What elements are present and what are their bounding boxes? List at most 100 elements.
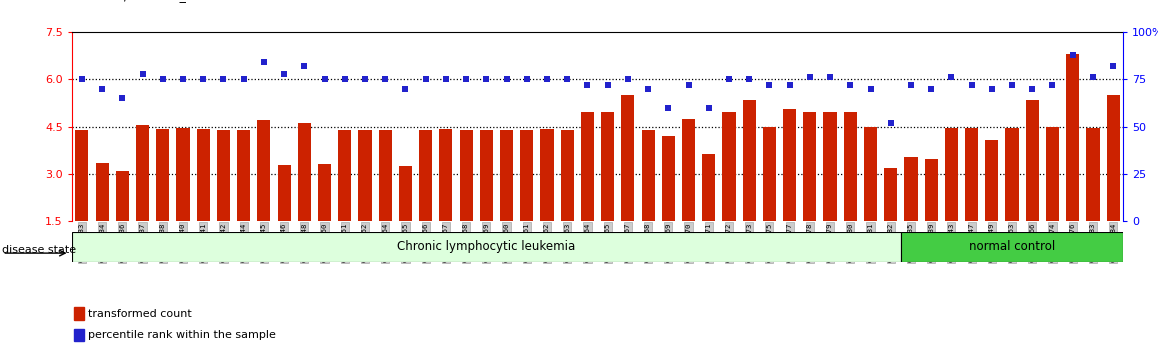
Text: normal control: normal control <box>969 240 1055 253</box>
Text: Chronic lymphocytic leukemia: Chronic lymphocytic leukemia <box>397 240 576 253</box>
Point <box>659 105 677 110</box>
Bar <box>1026 100 1039 221</box>
Bar <box>1046 127 1060 221</box>
Bar <box>1086 128 1099 221</box>
Point <box>841 82 859 88</box>
Point <box>477 76 496 82</box>
Point <box>740 76 758 82</box>
Text: disease state: disease state <box>2 245 76 255</box>
Bar <box>844 112 857 221</box>
Bar <box>338 130 351 221</box>
Point <box>680 82 698 88</box>
Text: transformed count: transformed count <box>88 309 192 319</box>
Point <box>982 86 1001 92</box>
Bar <box>135 125 149 221</box>
Point <box>699 105 718 110</box>
Bar <box>924 159 938 221</box>
Point <box>255 59 273 65</box>
Bar <box>318 164 331 221</box>
Bar <box>661 136 675 221</box>
Point <box>760 82 778 88</box>
Bar <box>642 130 654 221</box>
Bar <box>439 129 453 221</box>
Point <box>862 86 880 92</box>
Bar <box>601 112 614 221</box>
Bar <box>359 130 372 221</box>
Point <box>780 82 799 88</box>
Bar <box>864 127 877 221</box>
Point <box>902 82 921 88</box>
Bar <box>298 123 310 221</box>
Bar <box>500 130 513 221</box>
Point <box>174 76 192 82</box>
Point <box>437 76 455 82</box>
Point <box>497 76 515 82</box>
Bar <box>823 112 836 221</box>
Point <box>800 74 819 80</box>
Point <box>154 76 173 82</box>
Point <box>518 76 536 82</box>
Point <box>417 76 435 82</box>
Bar <box>74 329 83 341</box>
Bar <box>176 128 190 221</box>
Point <box>315 76 334 82</box>
Bar <box>1107 95 1120 221</box>
Point <box>1084 74 1102 80</box>
Point <box>396 86 415 92</box>
Point <box>376 76 395 82</box>
Bar <box>1067 54 1079 221</box>
Point <box>456 76 476 82</box>
Bar <box>419 130 432 221</box>
Bar <box>278 165 291 221</box>
Point <box>133 71 152 76</box>
Bar <box>560 130 573 221</box>
Point <box>1104 63 1122 69</box>
Bar <box>885 168 897 221</box>
Point <box>274 71 293 76</box>
Bar <box>901 232 1123 262</box>
Bar <box>581 112 594 221</box>
Point <box>195 76 213 82</box>
Bar <box>72 232 901 262</box>
Point <box>639 86 658 92</box>
Bar <box>804 112 816 221</box>
Bar <box>217 130 230 221</box>
Bar <box>237 130 250 221</box>
Bar <box>520 130 534 221</box>
Point <box>599 82 617 88</box>
Bar <box>904 156 917 221</box>
Point <box>73 76 91 82</box>
Bar <box>622 95 635 221</box>
Point <box>1063 52 1082 57</box>
Point <box>719 76 739 82</box>
Bar <box>96 163 109 221</box>
Bar <box>985 140 998 221</box>
Point <box>618 76 637 82</box>
Point <box>558 76 577 82</box>
Bar <box>479 130 493 221</box>
Bar <box>723 112 735 221</box>
Bar <box>945 128 958 221</box>
Bar <box>379 130 391 221</box>
Point <box>821 74 840 80</box>
Point <box>93 86 111 92</box>
Bar <box>742 100 756 221</box>
Text: percentile rank within the sample: percentile rank within the sample <box>88 330 277 340</box>
Point <box>537 76 556 82</box>
Point <box>922 86 940 92</box>
Bar <box>75 130 88 221</box>
Point <box>113 95 132 101</box>
Bar <box>460 130 472 221</box>
Bar <box>541 129 554 221</box>
Point <box>962 82 981 88</box>
Point <box>295 63 314 69</box>
Point <box>234 76 252 82</box>
Point <box>356 76 374 82</box>
Bar <box>702 154 716 221</box>
Bar <box>1005 128 1019 221</box>
Point <box>336 76 354 82</box>
Point <box>1003 82 1021 88</box>
Bar <box>783 109 797 221</box>
Bar <box>763 127 776 221</box>
Text: GDS4168 / 223228_at: GDS4168 / 223228_at <box>61 0 199 1</box>
